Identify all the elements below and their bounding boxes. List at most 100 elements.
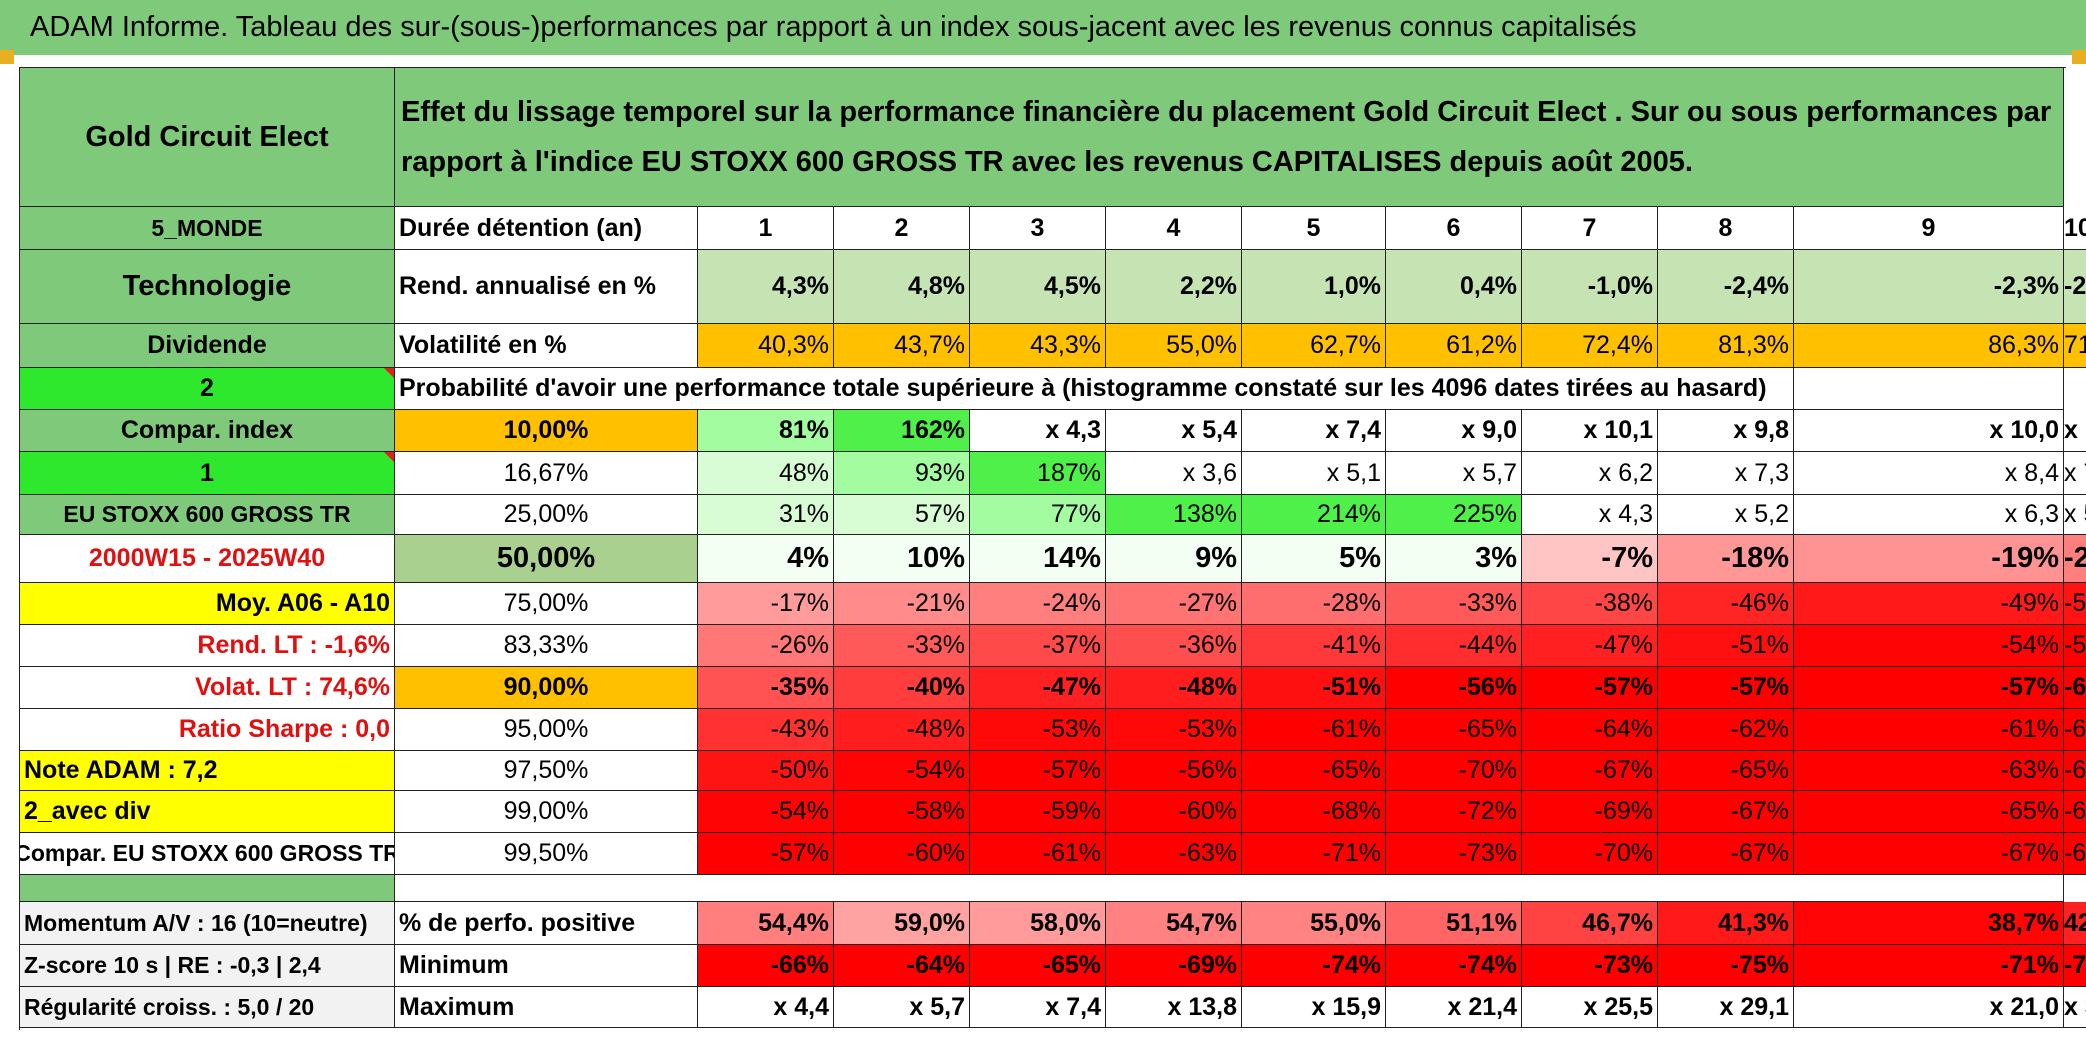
proba-value: -56%: [1106, 751, 1242, 791]
proba-value: 3%: [1386, 535, 1522, 583]
proba-value: -59%: [970, 791, 1106, 833]
proba-value: -35%: [698, 667, 834, 709]
duree-label: Durée détention (an): [395, 207, 698, 250]
maximum-value: x 25,5: [1522, 987, 1658, 1028]
index-name-label: EU STOXX 600 GROSS TR: [20, 495, 395, 535]
proba-value: -57%: [1794, 667, 2064, 709]
proba-value: -61%: [970, 833, 1106, 875]
proba-value: -70%: [1386, 751, 1522, 791]
comment-marker: [384, 368, 394, 378]
proba-value: 187%: [970, 452, 1106, 495]
sector-label: Technologie: [20, 250, 395, 324]
vol-value: 81,3%: [1658, 324, 1794, 368]
year-header: 8: [1658, 207, 1794, 250]
proba-value: -21%: [834, 583, 970, 625]
proba-value: -64%: [2064, 709, 2086, 751]
proba-value: -67%: [1658, 833, 1794, 875]
proba-value: -18%: [1658, 535, 1794, 583]
maximum-value: x 15,9: [1242, 987, 1386, 1028]
vol-value: 55,0%: [1106, 324, 1242, 368]
comment-marker: [384, 452, 394, 462]
proba-value: 214%: [1242, 495, 1386, 535]
proba-value: -46%: [1658, 583, 1794, 625]
proba-value: 57%: [834, 495, 970, 535]
positive-value: 38,7%: [1794, 902, 2064, 945]
proba-value: -48%: [834, 709, 970, 751]
positive-value: 51,1%: [1386, 902, 1522, 945]
proba-value: -71%: [1242, 833, 1386, 875]
threshold-cell: 95,00%: [395, 709, 698, 751]
vol-value: 43,3%: [970, 324, 1106, 368]
proba-value: -50%: [698, 751, 834, 791]
proba-value: x 9,8: [1658, 410, 1794, 452]
proba-value: -63%: [1106, 833, 1242, 875]
fund-name-cell: Gold Circuit Elect: [20, 68, 395, 207]
description-cell: Effet du lissage temporel sur la perform…: [395, 68, 2064, 207]
proba-value: x 4,3: [970, 410, 1106, 452]
proba-value: 81%: [698, 410, 834, 452]
momentum-label: Momentum A/V : 16 (10=neutre): [20, 902, 395, 945]
proba-value: -64%: [1522, 709, 1658, 751]
proba-value: x 5,7: [1386, 452, 1522, 495]
proba-value: x 5,4: [1106, 410, 1242, 452]
proba-value: -36%: [1106, 625, 1242, 667]
proba-value: -54%: [1794, 625, 2064, 667]
minimum-value: -74%: [1242, 945, 1386, 987]
proba-value: -56%: [1386, 667, 1522, 709]
sharpe-label: Ratio Sharpe : 0,0: [20, 709, 395, 751]
proba-value: 9%: [1106, 535, 1242, 583]
proba-value: x 3,6: [1106, 452, 1242, 495]
year-header: 1: [698, 207, 834, 250]
proba-value: -24%: [970, 583, 1106, 625]
minimum-value: -66%: [698, 945, 834, 987]
vol-value: 72,4%: [1522, 324, 1658, 368]
minimum-value: -65%: [970, 945, 1106, 987]
proba-value: 14%: [970, 535, 1106, 583]
positive-value: 41,3%: [1658, 902, 1794, 945]
vol-value: 61,2%: [1386, 324, 1522, 368]
page-title: ADAM Informe. Tableau des sur-(sous-)per…: [30, 11, 1637, 43]
threshold-cell: 25,00%: [395, 495, 698, 535]
period-label: 2000W15 - 2025W40: [20, 535, 395, 583]
minimum-value: -64%: [834, 945, 970, 987]
avec-div-label: 2_avec div: [20, 791, 395, 833]
positive-label: % de perfo. positive: [395, 902, 698, 945]
minimum-label: Minimum: [395, 945, 698, 987]
proba-value: -65%: [1386, 709, 1522, 751]
proba-value: -40%: [834, 667, 970, 709]
proba-value: x 9,0: [1386, 410, 1522, 452]
proba-value: -54%: [834, 751, 970, 791]
proba-value: -68%: [2064, 833, 2086, 875]
proba-value: -66%: [2064, 751, 2086, 791]
proba-value: -73%: [1386, 833, 1522, 875]
proba-value: x 7,8: [2064, 452, 2086, 495]
proba-value: -28%: [1242, 583, 1386, 625]
vol-value: 86,3%: [1794, 324, 2064, 368]
proba-value: x 10,0: [1794, 410, 2064, 452]
minimum-value: -75%: [1658, 945, 1794, 987]
proba-value: -48%: [1106, 667, 1242, 709]
proba-value: -58%: [834, 791, 970, 833]
proba-label: Probabilité d'avoir une performance tota…: [395, 368, 1794, 410]
proba-value: x 10,1: [1522, 410, 1658, 452]
vol-label: Volatilité en %: [395, 324, 698, 368]
proba-value: -54%: [698, 791, 834, 833]
proba-value: -61%: [1794, 709, 2064, 751]
maximum-value: x 13,8: [1106, 987, 1242, 1028]
proba-value: 4%: [698, 535, 834, 583]
proba-value: -57%: [698, 833, 834, 875]
proba-value: -57%: [1522, 667, 1658, 709]
maximum-value: x 4,4: [698, 987, 834, 1028]
selector-2: 2: [20, 368, 395, 410]
rend-lt-label: Rend. LT : -1,6%: [20, 625, 395, 667]
rend-value: 4,5%: [970, 250, 1106, 324]
rend-value: 2,2%: [1106, 250, 1242, 324]
proba-value: -65%: [1658, 751, 1794, 791]
proba-value: 138%: [1106, 495, 1242, 535]
minimum-value: -71%: [1794, 945, 2064, 987]
proba-value: -67%: [1522, 751, 1658, 791]
minimum-value: -69%: [1106, 945, 1242, 987]
threshold-cell: 50,00%: [395, 535, 698, 583]
threshold-cell: 99,00%: [395, 791, 698, 833]
regularite-label: Régularité croiss. : 5,0 / 20: [20, 987, 395, 1028]
